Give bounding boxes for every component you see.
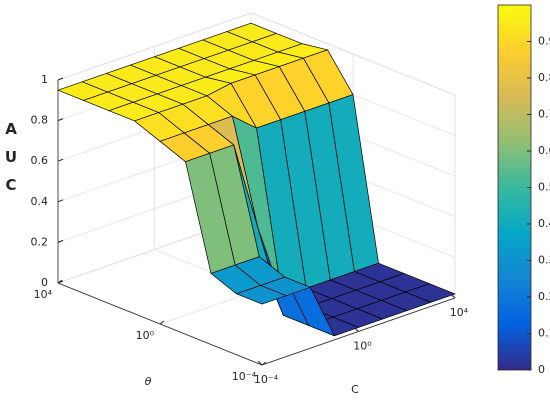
colorbar-tick-label: 0.5 bbox=[538, 181, 550, 194]
colorbar-tick-label: 0.8 bbox=[538, 71, 550, 84]
colorbar-tick-label: 0.3 bbox=[538, 254, 550, 267]
y-tick bbox=[159, 320, 165, 325]
z-tick bbox=[57, 158, 64, 162]
colorbar-tick-label: 0.4 bbox=[538, 217, 550, 230]
colorbar-tick-label: 0.9 bbox=[538, 35, 550, 48]
x-tick-label: 10⁰ bbox=[353, 340, 372, 353]
z-axis-label: AUC bbox=[2, 120, 20, 204]
x-tick-label: 10⁴ bbox=[450, 306, 469, 319]
colorbar-tick-label: 0.2 bbox=[538, 290, 550, 303]
z-tick bbox=[57, 199, 64, 203]
y-tick-label: 10⁻⁴ bbox=[232, 370, 257, 383]
z-tick-label: 0.4 bbox=[31, 195, 49, 208]
y-tick-label: 10⁰ bbox=[136, 329, 155, 342]
y-tick-label: 10⁴ bbox=[34, 288, 53, 301]
y-axis-label: θ bbox=[145, 375, 152, 388]
colorbar-tick-label: 0.1 bbox=[538, 327, 550, 340]
z-tick-label: 0.8 bbox=[31, 114, 49, 127]
y-tick bbox=[261, 361, 267, 366]
colorbar-tick-label: 0 bbox=[538, 363, 545, 376]
surface-patch bbox=[236, 285, 287, 305]
z-tick-label: 1 bbox=[41, 73, 48, 86]
x-tick-label: 10⁻⁴ bbox=[254, 373, 279, 386]
y-tick bbox=[57, 279, 63, 284]
z-tick-label: 0.6 bbox=[31, 154, 49, 167]
colorbar-tick-label: 0.7 bbox=[538, 108, 550, 121]
x-axis-label: C bbox=[351, 383, 359, 396]
z-tick bbox=[57, 239, 64, 243]
colorbar-tick-label: 0.6 bbox=[538, 144, 550, 157]
z-tick-label: 0.2 bbox=[31, 235, 49, 248]
z-tick-label: 0 bbox=[41, 276, 48, 289]
x-tick bbox=[257, 360, 263, 366]
z-tick bbox=[57, 118, 64, 122]
colorbar bbox=[497, 4, 532, 371]
z-tick bbox=[57, 77, 64, 81]
